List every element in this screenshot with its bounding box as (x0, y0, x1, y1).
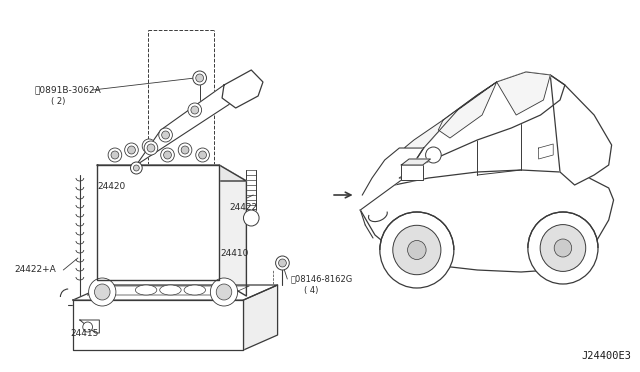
Circle shape (193, 71, 207, 85)
Circle shape (147, 144, 155, 152)
Ellipse shape (160, 285, 181, 295)
Circle shape (142, 139, 156, 153)
Polygon shape (73, 300, 243, 350)
Text: ( 4): ( 4) (304, 285, 318, 295)
Polygon shape (97, 165, 246, 181)
Circle shape (88, 278, 116, 306)
Circle shape (380, 212, 454, 288)
Circle shape (554, 239, 572, 257)
Text: 24415: 24415 (70, 328, 99, 337)
Circle shape (191, 106, 198, 114)
Circle shape (164, 151, 172, 159)
Circle shape (196, 74, 204, 82)
Text: Ⓒ08146-8162G: Ⓒ08146-8162G (290, 275, 353, 283)
Polygon shape (404, 82, 497, 148)
Polygon shape (399, 72, 565, 178)
Polygon shape (438, 82, 497, 138)
Circle shape (181, 146, 189, 154)
Circle shape (108, 148, 122, 162)
Circle shape (198, 151, 207, 159)
Circle shape (131, 162, 142, 174)
Text: ( 2): ( 2) (51, 96, 65, 106)
Circle shape (127, 146, 136, 154)
Circle shape (159, 128, 172, 142)
Circle shape (83, 322, 93, 332)
Text: ⓝ0891B-3062A: ⓝ0891B-3062A (34, 86, 101, 94)
Polygon shape (497, 72, 550, 115)
Polygon shape (243, 285, 278, 350)
Polygon shape (73, 285, 278, 300)
Circle shape (144, 141, 158, 155)
Circle shape (178, 143, 192, 157)
Polygon shape (222, 70, 263, 108)
Ellipse shape (184, 285, 205, 295)
Circle shape (162, 131, 170, 139)
Circle shape (161, 148, 174, 162)
Polygon shape (360, 148, 424, 210)
Polygon shape (136, 85, 243, 165)
Text: 24422: 24422 (230, 202, 258, 212)
Circle shape (211, 278, 237, 306)
Circle shape (393, 225, 441, 275)
Polygon shape (219, 165, 246, 296)
Circle shape (196, 148, 209, 162)
Ellipse shape (136, 285, 157, 295)
Circle shape (188, 103, 202, 117)
Circle shape (278, 259, 286, 267)
Polygon shape (539, 144, 553, 159)
Circle shape (133, 165, 140, 171)
Circle shape (540, 225, 586, 272)
Circle shape (95, 284, 110, 300)
Polygon shape (360, 170, 614, 272)
Text: 24410: 24410 (220, 250, 248, 259)
Circle shape (528, 212, 598, 284)
Circle shape (276, 256, 289, 270)
Circle shape (243, 210, 259, 226)
Polygon shape (97, 165, 219, 280)
Polygon shape (401, 165, 422, 180)
Circle shape (145, 142, 153, 150)
Circle shape (408, 241, 426, 260)
Polygon shape (401, 159, 431, 165)
Text: J24400E3: J24400E3 (582, 351, 632, 361)
Text: 24420: 24420 (97, 182, 125, 190)
Polygon shape (80, 320, 99, 333)
Text: 24422+A: 24422+A (15, 266, 56, 275)
Circle shape (125, 143, 138, 157)
Circle shape (216, 284, 232, 300)
Circle shape (111, 151, 119, 159)
Circle shape (426, 147, 441, 163)
Polygon shape (550, 75, 612, 185)
